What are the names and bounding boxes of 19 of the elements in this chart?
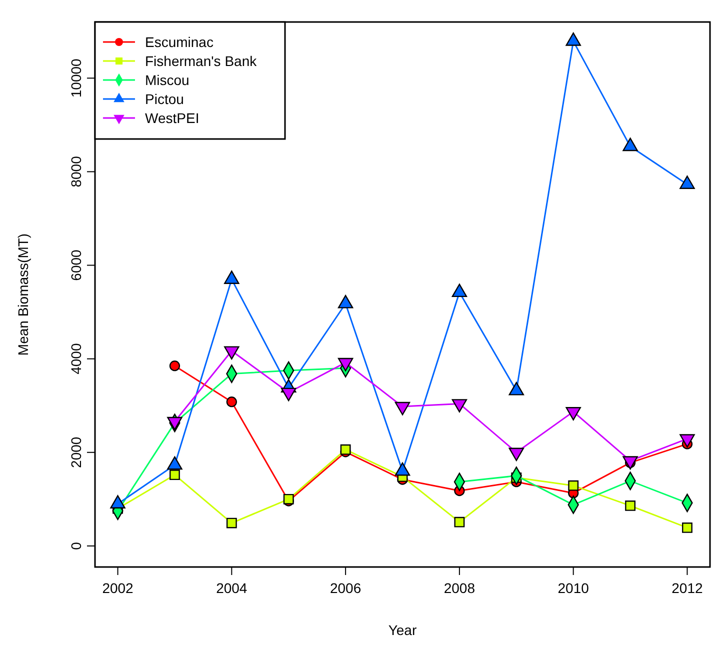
y-tick-label: 4000 [68,343,84,374]
legend-label: Fisherman's Bank [145,53,258,69]
y-tick-label: 6000 [68,249,84,281]
y-tick-label: 10000 [68,58,84,98]
x-tick-label: 2004 [216,580,248,596]
x-tick-label: 2002 [102,580,134,596]
y-axis-title: Mean Biomass(MT) [15,233,31,356]
y-tick-label: 8000 [68,156,84,188]
x-tick-label: 2008 [444,580,476,596]
x-tick-label: 2006 [330,580,362,596]
legend-label: Miscou [145,72,190,88]
legend-label: WestPEI [145,110,200,126]
x-tick-label: 2010 [558,580,590,596]
y-tick-label: 0 [68,542,84,550]
x-axis-title: Year [388,622,417,638]
x-tick-label: 2012 [672,580,704,596]
y-tick-label: 2000 [68,436,84,468]
legend-label: Escuminac [145,34,214,50]
legend-label: Pictou [145,91,184,107]
